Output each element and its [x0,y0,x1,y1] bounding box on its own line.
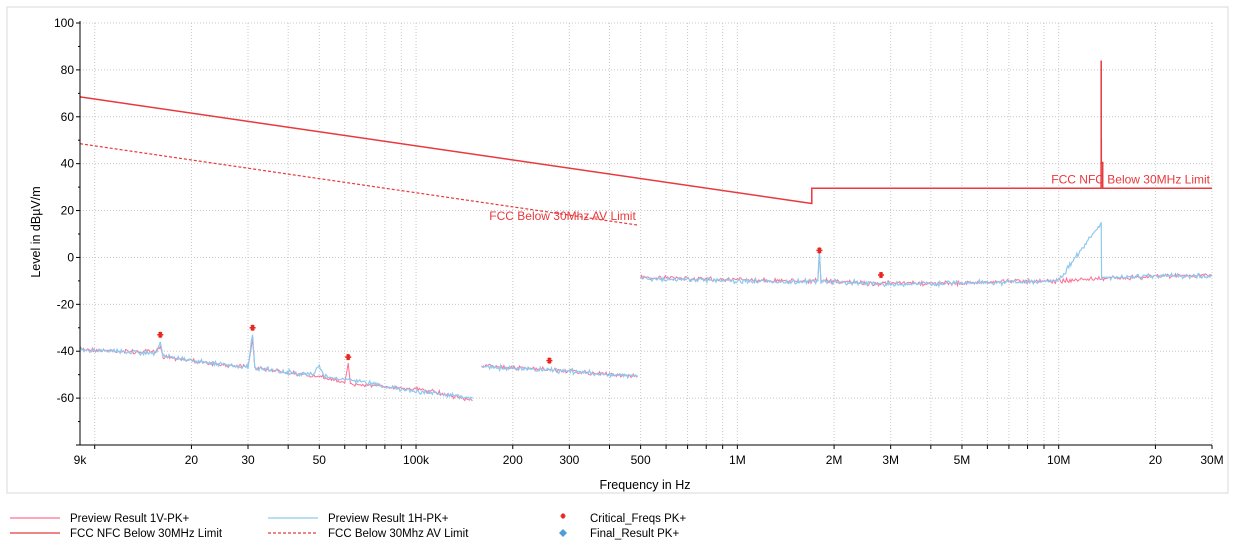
x-tick-label: 1M [729,453,746,467]
legend-item: Preview Result 1V-PK+ [10,513,189,525]
series-preview-1v-pk [79,339,473,402]
legend-item: Critical_Freqs PK+ [560,513,686,525]
y-tick-label: 60 [61,110,75,124]
x-tick-label: 300 [559,453,579,467]
series-preview-1h-pk [481,362,639,380]
critical-freq-marker [546,357,553,364]
legend-label: Critical_Freqs PK+ [590,513,686,525]
chart-frame [6,6,1229,494]
y-tick-label: 0 [67,250,74,264]
legend-item: Preview Result 1H-PK+ [268,513,449,525]
x-tick-label: 9k [74,453,88,467]
plot-area: FCC NFC Below 30MHz Limit FCC Below 30Mhz… [79,60,1213,402]
legend-label: FCC Below 30Mhz AV Limit [328,528,469,540]
x-tick-label: 100k [403,453,430,467]
series-preview-1h-pk [640,222,1213,289]
y-tick-label: 20 [61,204,75,218]
limit-annotation: FCC NFC Below 30MHz Limit [1051,172,1210,186]
critical-freq-marker [249,324,256,331]
x-tick-label: 30M [1200,453,1223,467]
x-tick-label: 50 [313,453,327,467]
legend-swatch-diamond [559,529,567,537]
x-tick-label: 200 [503,453,523,467]
legend-item: FCC NFC Below 30MHz Limit [10,528,223,540]
x-tick-label: 3M [882,453,899,467]
x-axis-title: Frequency in Hz [599,478,690,492]
legend-label: Final_Result PK+ [590,528,679,540]
y-tick-label: 100 [54,16,74,30]
y-tick-label: -40 [57,344,75,358]
legend: Preview Result 1V-PK+ Preview Result 1H-P… [10,513,686,540]
y-axis-title: Level in dBµV/m [29,186,43,277]
critical-freq-marker [878,272,884,279]
series-preview-1h-pk [79,334,473,402]
legend-label: FCC NFC Below 30MHz Limit [70,528,223,540]
x-tick-label: 20 [185,453,199,467]
x-tick-label: 10M [1047,453,1070,467]
legend-swatch-star [560,513,566,519]
x-tick-label: 5M [954,453,971,467]
critical-freq-marker [157,331,164,338]
legend-label: Preview Result 1V-PK+ [70,513,189,525]
legend-label: Preview Result 1H-PK+ [328,513,449,525]
series-fcc-nfc-limit [79,60,1212,205]
limit-annotation: FCC Below 30Mhz AV Limit [489,209,636,223]
grid [80,22,1213,446]
x-tick-label: 2M [826,453,843,467]
y-tick-label: -20 [57,297,75,311]
critical-freq-marker [345,354,352,361]
legend-item: Final_Result PK+ [559,528,679,540]
y-tick-label: -60 [57,391,75,405]
x-tick-label: 30 [241,453,255,467]
legend-item: FCC Below 30Mhz AV Limit [268,528,469,540]
y-tick-label: 80 [61,63,75,77]
critical-freq-marker [816,247,823,254]
x-tick-label: 20 [1149,453,1163,467]
series-fcc-av-limit [79,143,638,226]
x-tick-label: 500 [631,453,651,467]
y-tick-label: 40 [61,157,75,171]
